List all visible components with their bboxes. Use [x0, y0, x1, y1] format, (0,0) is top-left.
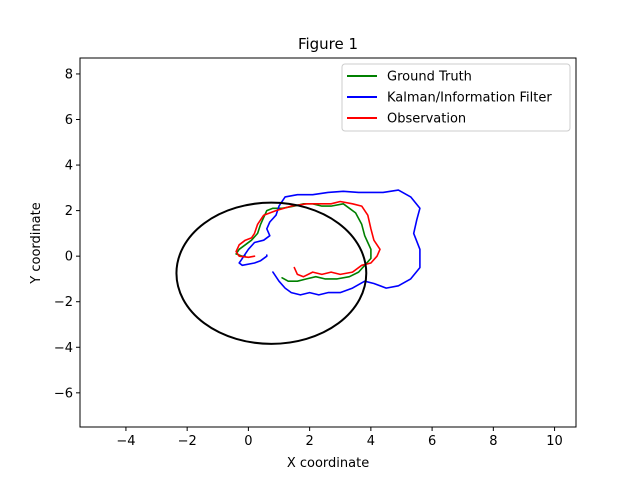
x-tick-label: 2: [305, 434, 313, 449]
ground-truth-line: [235, 203, 372, 283]
y-tick-label: 0: [65, 250, 73, 265]
x-tick-label: 4: [367, 434, 375, 449]
legend-label: Kalman/Information Filter: [387, 91, 552, 106]
y-tick-label: 4: [65, 159, 73, 174]
x-tick-label: −2: [178, 434, 197, 449]
x-tick-label: −4: [116, 434, 135, 449]
series-layer: [175, 189, 421, 345]
legend-label: Ground Truth: [387, 70, 472, 85]
y-tick-label: −6: [54, 386, 73, 401]
y-axis: −6 −4 −2 0 2 4 6 8: [54, 67, 80, 401]
y-axis-label: Y coordinate: [29, 202, 44, 284]
kalman-information-filter-line: [238, 189, 421, 296]
y-tick-label: −2: [54, 295, 73, 310]
plot-area: [79, 57, 577, 428]
circle-boundary: [175, 201, 368, 345]
legend-box: [341, 63, 571, 132]
x-axis: −4 −2 0 2 4 6 8 10: [116, 427, 563, 449]
y-tick-label: −4: [54, 341, 73, 356]
legend-label: Observation: [387, 112, 466, 127]
x-tick-label: 8: [489, 434, 497, 449]
axes-frame: [79, 57, 577, 428]
legend: Ground Truth Kalman/Information Filter Obs…: [341, 63, 571, 132]
observation-line: [235, 200, 381, 278]
x-axis-label: X coordinate: [287, 456, 369, 471]
x-tick-label: 10: [546, 434, 563, 449]
x-tick-label: 6: [428, 434, 436, 449]
y-tick-label: 6: [65, 113, 73, 128]
chart-title: Figure 1: [298, 35, 358, 53]
x-tick-label: 0: [244, 434, 252, 449]
y-tick-label: 2: [65, 204, 73, 219]
y-tick-label: 8: [65, 67, 73, 82]
